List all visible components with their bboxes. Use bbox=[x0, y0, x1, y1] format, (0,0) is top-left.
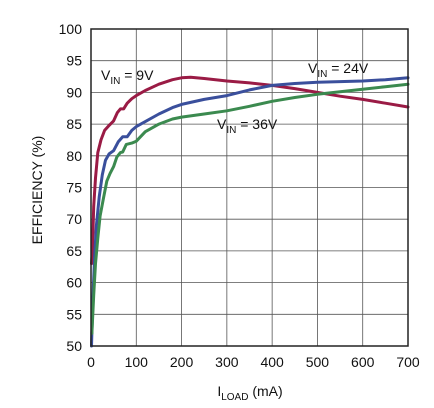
y-tick-label: 95 bbox=[66, 53, 82, 69]
y-tick-label: 55 bbox=[66, 306, 82, 322]
y-tick-label: 50 bbox=[66, 338, 82, 354]
y-tick-label: 70 bbox=[66, 211, 82, 227]
x-tick-label: 500 bbox=[306, 354, 330, 370]
x-tick-label: 700 bbox=[396, 354, 420, 370]
tick-labels: 0 100 200 300 400 500 600 700 50 55 60 65 70 75 80 85 90… bbox=[59, 21, 420, 370]
x-axis-title-subscript: LOAD bbox=[221, 392, 248, 403]
plot-frame bbox=[90, 28, 409, 347]
y-tick-label: 80 bbox=[66, 148, 82, 164]
x-tick-label: 0 bbox=[87, 354, 95, 370]
y-tick-label: 85 bbox=[66, 116, 82, 132]
y-tick-label: 100 bbox=[59, 21, 83, 37]
x-tick-label: 400 bbox=[260, 354, 284, 370]
series-label-vin-36v: VIN = 36V bbox=[217, 116, 278, 136]
x-axis-title-unit: (mA) bbox=[248, 383, 282, 399]
x-tick-label: 100 bbox=[125, 354, 149, 370]
y-tick-label: 60 bbox=[66, 275, 82, 291]
x-tick-label: 600 bbox=[351, 354, 375, 370]
series-line-0 bbox=[90, 75, 410, 266]
y-axis-title: EFFICIENCY (%) bbox=[29, 136, 45, 245]
x-axis-title-main: I bbox=[217, 383, 221, 399]
y-tick-label: 90 bbox=[66, 84, 82, 100]
y-tick-label: 65 bbox=[66, 243, 82, 259]
x-tick-label: 300 bbox=[215, 354, 239, 370]
series-label-vin-9v: VIN = 9V bbox=[101, 67, 154, 87]
series-line-1 bbox=[90, 76, 410, 348]
y-tick-label: 75 bbox=[66, 180, 82, 196]
series-lines bbox=[90, 75, 410, 348]
series-line-2 bbox=[90, 82, 410, 335]
series-label-vin-24v: VIN = 24V bbox=[308, 60, 369, 80]
x-tick-label: 200 bbox=[170, 354, 194, 370]
x-axis-title: ILOAD (mA) bbox=[217, 383, 282, 403]
